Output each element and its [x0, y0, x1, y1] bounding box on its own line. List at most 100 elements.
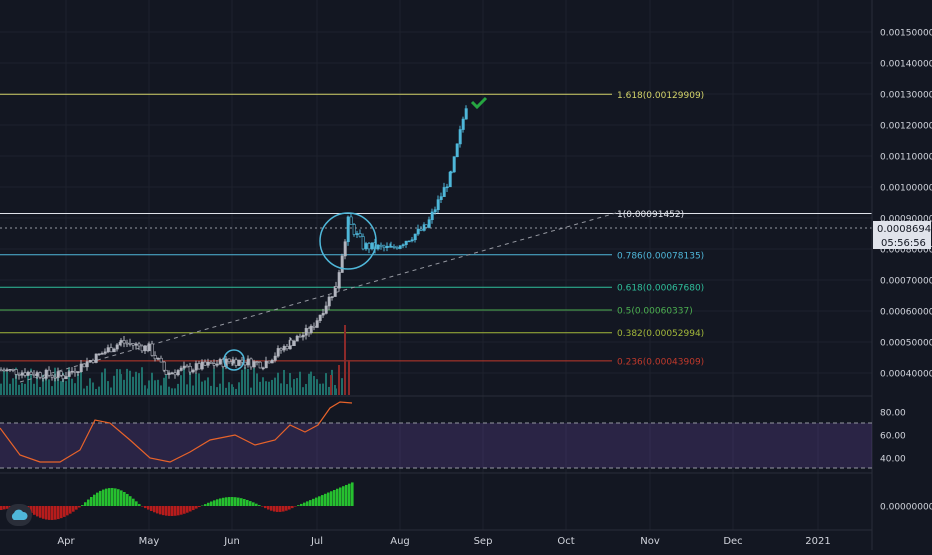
macd-bar [213, 500, 216, 506]
candle-body [386, 246, 388, 247]
macd-bar [66, 506, 69, 515]
time-tick-label: Oct [557, 536, 574, 547]
candle-body [383, 246, 385, 248]
macd-bar [36, 506, 39, 516]
macd-bar [327, 493, 330, 506]
volume-bar [277, 373, 279, 395]
volume-bar [308, 374, 310, 395]
candle-body [399, 246, 401, 249]
macd-bar [333, 490, 336, 506]
volume-bar [232, 387, 234, 395]
volume-bar [132, 377, 134, 395]
volume-bar [238, 382, 240, 395]
macd-bar [246, 500, 249, 506]
volume-bar [9, 384, 11, 395]
volume-bar [341, 378, 343, 395]
macd-bar [225, 497, 228, 506]
macd-bar [186, 506, 189, 513]
fib-label: 0.786(0.00078135) [617, 251, 704, 261]
candle-body [154, 356, 156, 359]
candle-body [132, 344, 134, 346]
price-tick-label: 0.00060000 [880, 308, 932, 318]
rsi-band [0, 423, 872, 468]
macd-bar [195, 506, 198, 509]
macd-bar [204, 504, 207, 506]
volume-bar [77, 374, 79, 395]
candle-body [165, 370, 167, 374]
macd-bar [237, 498, 240, 506]
candle-body [219, 359, 221, 364]
candle-body [86, 362, 88, 367]
volume-bar [186, 384, 188, 395]
candle-body [228, 359, 230, 362]
macd-bar [72, 506, 75, 512]
candle-body [262, 368, 264, 369]
volume-bar [177, 384, 179, 395]
candle-body [453, 157, 455, 172]
candle-body [347, 217, 349, 242]
time-tick-label: Apr [57, 536, 75, 547]
volume-bar [330, 375, 332, 395]
macd-bar [96, 493, 99, 506]
candle-body [440, 197, 442, 200]
candle-body [36, 373, 38, 376]
candle-body [168, 373, 170, 375]
candle-body [80, 364, 82, 372]
macd-bar [192, 506, 195, 510]
volume-bar [24, 384, 26, 395]
candle-body [365, 243, 367, 248]
volume-bar [222, 367, 224, 395]
candle-body [319, 315, 321, 321]
candle-body [344, 242, 346, 256]
candle-body [0, 370, 2, 371]
candle-body [65, 377, 67, 379]
volume-bar [253, 368, 255, 395]
candle-body [68, 372, 70, 377]
volume-bar [219, 384, 221, 395]
candle-body [57, 372, 59, 378]
candle-body [60, 372, 62, 376]
macd-bar [102, 490, 105, 506]
candle-body [408, 241, 410, 242]
candle-body [338, 272, 340, 288]
volume-bar [48, 379, 50, 395]
macd-bar [180, 506, 183, 515]
macd-bar [270, 506, 273, 511]
candle-body [434, 210, 436, 212]
volume-bar [244, 367, 246, 395]
candle-body [341, 256, 343, 273]
macd-bar [309, 500, 312, 506]
volume-bar [296, 378, 298, 395]
candle-body [437, 200, 439, 210]
candle-body [160, 358, 162, 362]
candle-body [296, 336, 298, 341]
volume-bar [101, 372, 103, 395]
candle-body [328, 297, 330, 306]
candle-body [277, 348, 279, 356]
candle-body [201, 362, 203, 369]
volume-bar [165, 373, 167, 395]
macd-bar [348, 484, 351, 506]
volume-bar [135, 372, 137, 395]
macd-bar [291, 506, 294, 508]
candle-body [141, 346, 143, 351]
macd-bar [150, 506, 153, 511]
candle-body [232, 360, 234, 363]
tradingview-logo[interactable] [6, 504, 32, 526]
candle-body [393, 246, 395, 247]
volume-bar [271, 380, 273, 395]
macd-bar [138, 504, 141, 506]
candle-body [62, 375, 64, 378]
candle-body [362, 237, 364, 249]
macd-bar [342, 486, 345, 506]
volume-bar [235, 389, 237, 395]
candle-body [89, 360, 91, 361]
fib-label: 0.236(0.00043909) [617, 357, 704, 367]
candle-body [265, 361, 267, 368]
candle-body [280, 348, 282, 350]
volume-bar [104, 369, 106, 395]
volume-bar [299, 372, 301, 395]
macd-bar [273, 506, 276, 512]
